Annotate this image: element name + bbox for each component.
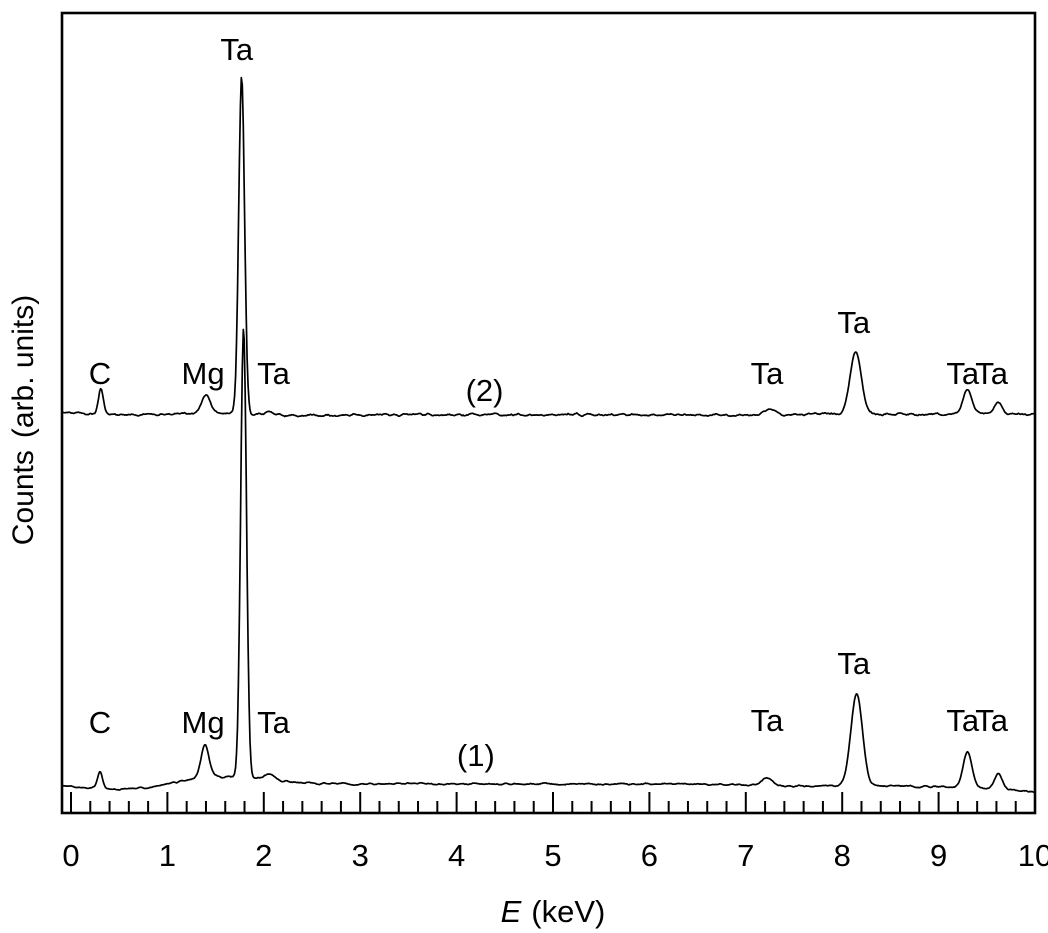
peak-label: C xyxy=(89,356,111,391)
x-axis-title-symbol: E xyxy=(501,894,522,929)
x-axis-tick-labels: 0 1 2 3 4 5 6 7 8 9 10 xyxy=(62,838,1048,873)
peak-label: Ta xyxy=(837,305,871,340)
x-tick-label: 8 xyxy=(834,838,851,873)
peak-label: Ta xyxy=(975,356,1009,391)
plot-frame xyxy=(60,11,1037,815)
peak-label: Ta xyxy=(946,703,980,738)
y-axis-title-unit: (arb. units) xyxy=(7,295,40,438)
x-tick-label: 9 xyxy=(930,838,947,873)
spectra-curves xyxy=(61,76,1036,794)
peak-label: Ta xyxy=(837,646,871,681)
peak-label: Ta xyxy=(946,356,980,391)
curve-label: (2) xyxy=(466,373,504,408)
spectrum-curve-2 xyxy=(61,76,1036,418)
peak-label: Ta xyxy=(751,703,785,738)
x-tick-label: 3 xyxy=(352,838,369,873)
x-tick-label: 10 xyxy=(1018,838,1048,873)
x-tick-label: 0 xyxy=(62,838,79,873)
curve-label: (1) xyxy=(457,738,495,773)
peak-label: Ta xyxy=(751,356,785,391)
peak-label: Ta xyxy=(257,705,291,740)
x-tick-label: 6 xyxy=(641,838,658,873)
x-tick-label: 7 xyxy=(737,838,754,873)
peak-label: C xyxy=(89,705,111,740)
peak-label: Mg xyxy=(182,356,225,391)
x-tick-label: 4 xyxy=(448,838,465,873)
x-tick-label: 1 xyxy=(159,838,176,873)
x-axis-ticks xyxy=(70,792,1036,813)
peak-label: Ta xyxy=(220,32,254,67)
x-axis-title: E (keV) xyxy=(501,894,606,929)
peak-label: Mg xyxy=(182,705,225,740)
peak-label: Ta xyxy=(257,356,291,391)
y-axis-title-word: Counts xyxy=(7,450,40,545)
x-axis-title-unit: (keV) xyxy=(531,894,605,929)
x-tick-label: 2 xyxy=(255,838,272,873)
y-axis-title: Counts (arb. units) xyxy=(7,295,40,545)
x-tick-label: 5 xyxy=(544,838,561,873)
spectrum-curve-1 xyxy=(61,328,1036,794)
peak-label: Ta xyxy=(975,703,1009,738)
